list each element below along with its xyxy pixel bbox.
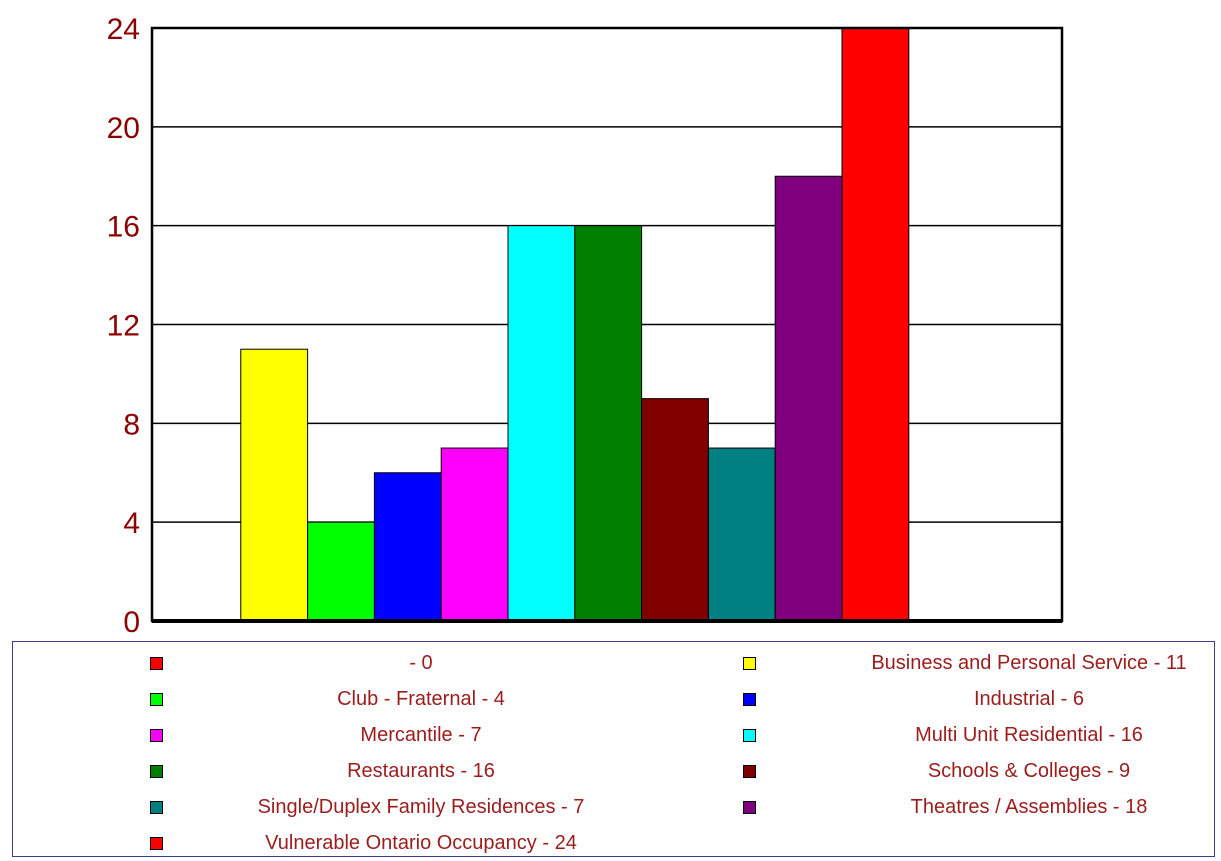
legend-item: Schools & Colleges - 9 [13,759,1214,783]
y-tick-label: 0 [123,606,140,639]
bar [641,398,709,622]
bar [841,27,910,622]
bar [707,447,776,622]
plot-frame [150,26,1064,623]
bar [574,225,643,622]
legend-swatch [150,765,163,778]
bar-chart: 0 4 8 12 16 20 24 [107,13,1064,639]
legend: - 0 Business and Personal Service - 11 Clu… [12,641,1215,857]
legend-swatch [743,801,756,814]
legend-label: Mercantile - 7 [360,724,482,746]
legend-label: Restaurants - 16 [347,760,495,782]
legend-swatch [743,693,756,706]
legend-swatch [743,729,756,742]
legend-swatch [150,657,163,670]
legend-swatch [150,837,163,850]
legend-label: Club - Fraternal - 4 [337,688,505,710]
legend-item: Restaurants - 16 [13,759,1214,783]
legend-label: Theatres / Assemblies - 18 [910,796,1148,818]
y-tick-label: 20 [107,112,140,145]
bar [774,175,843,622]
legend-label: Single/Duplex Family Residences - 7 [257,796,585,818]
legend-label: Schools & Colleges - 9 [927,760,1131,782]
legend-item: Business and Personal Service - 11 [13,651,1214,675]
legend-label: - 0 [409,652,433,674]
legend-swatch [150,801,163,814]
bar [440,447,509,622]
legend-swatch [150,693,163,706]
y-axis-ticks: 0 4 8 12 16 20 24 [107,13,140,639]
legend-swatch [743,765,756,778]
legend-item: Mercantile - 7 [13,723,1214,747]
legend-label: Multi Unit Residential - 16 [915,724,1143,746]
legend-swatch [743,657,756,670]
legend-item: Vulnerable Ontario Occupancy - 24 [13,831,1214,855]
y-tick-label: 16 [107,211,140,244]
legend-item: Industrial - 6 [13,687,1214,711]
y-tick-label: 8 [123,408,140,441]
y-tick-label: 12 [107,310,140,343]
legend-swatch [150,729,163,742]
legend-label: Industrial - 6 [973,688,1085,710]
bar [240,348,309,622]
bar [507,225,576,622]
legend-item: Multi Unit Residential - 16 [13,723,1214,747]
y-tick-label: 4 [123,507,140,540]
legend-item: Single/Duplex Family Residences - 7 [13,795,1214,819]
legend-item: Theatres / Assemblies - 18 [13,795,1214,819]
bar [373,472,442,622]
bars [240,27,910,622]
legend-label: Business and Personal Service - 11 [871,652,1187,674]
legend-item: Club - Fraternal - 4 [13,687,1214,711]
legend-label: Vulnerable Ontario Occupancy - 24 [265,832,577,854]
y-tick-label: 24 [107,13,140,46]
bar [307,521,375,622]
legend-item: - 0 [13,651,1214,675]
